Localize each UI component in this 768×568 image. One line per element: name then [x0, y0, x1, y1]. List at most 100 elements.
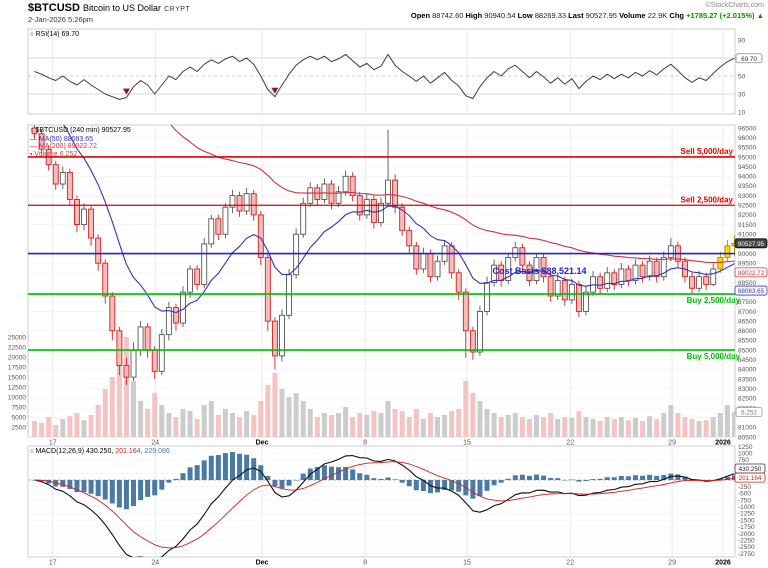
macd-signal-line	[34, 461, 735, 549]
symbol-name: Bitcoin to US Dollar	[83, 3, 162, 13]
svg-text:-1500: -1500	[738, 517, 755, 524]
svg-text:94500: 94500	[738, 164, 756, 171]
last-label: Last	[568, 11, 584, 20]
svg-text:84000: 84000	[738, 367, 756, 374]
volume-legend: ▪ Volume 6,252	[30, 150, 78, 158]
svg-text:Sell 2,500/day: Sell 2,500/day	[681, 195, 734, 204]
low-label: Low	[517, 11, 533, 20]
svg-text:29: 29	[668, 440, 676, 447]
svg-text:Buy 2,500/day: Buy 2,500/day	[687, 296, 741, 305]
svg-text:22: 22	[566, 560, 574, 567]
svg-text:7500: 7500	[12, 404, 27, 411]
svg-text:80500: 80500	[738, 434, 756, 441]
svg-text:90000: 90000	[738, 251, 756, 258]
svg-text:8: 8	[363, 440, 367, 447]
svg-text:15000: 15000	[8, 374, 26, 381]
svg-text:90527.95: 90527.95	[738, 241, 765, 248]
svg-text:6,252: 6,252	[741, 410, 757, 417]
svg-text:-250: -250	[738, 484, 751, 491]
svg-text:-1750: -1750	[738, 524, 755, 531]
svg-text:-2000: -2000	[738, 531, 755, 538]
axis-value-pills: 69.70 90527.95 89022.72 88083.65 6,252 430.25…	[734, 53, 768, 483]
macd-histogram	[32, 451, 735, 510]
svg-text:10000: 10000	[8, 394, 26, 401]
svg-text:91500: 91500	[738, 222, 756, 229]
svg-text:69.70: 69.70	[741, 56, 757, 63]
rsi-sell-markers	[122, 87, 279, 95]
main-legend-title: ≡ $BTCUSD (240 min) 90527.95	[30, 127, 131, 134]
svg-text:1000: 1000	[738, 451, 753, 458]
stockcharts-credit: ©StockCharts.com	[705, 2, 764, 9]
svg-text:Dec: Dec	[256, 560, 269, 567]
exchange-label: CRYPT	[164, 6, 191, 13]
symbol-label: $BTCUSD	[28, 2, 80, 14]
svg-text:90: 90	[738, 37, 746, 44]
svg-text:Cost Basis $88,521.14: Cost Basis $88,521.14	[492, 266, 586, 276]
svg-text:95500: 95500	[738, 145, 756, 152]
svg-text:83500: 83500	[738, 376, 756, 383]
chart-datetime: 2-Jan-2026 5:26pm	[28, 15, 94, 24]
svg-text:89022.72: 89022.72	[738, 270, 765, 277]
high-value: 90940.54	[484, 11, 516, 20]
svg-text:93500: 93500	[738, 183, 756, 190]
chart-title: $BTCUSD Bitcoin to US Dollar CRYPT	[28, 2, 190, 14]
macd-signal-value: 201.164,	[113, 448, 143, 455]
svg-text:83000: 83000	[738, 386, 756, 393]
rsi-legend: ≡ RSI(14) 69.70	[30, 31, 79, 40]
ma50-legend: — MA(50) 88083.65	[30, 135, 94, 143]
svg-text:1250: 1250	[738, 444, 753, 451]
svg-text:87000: 87000	[738, 309, 756, 316]
high-label: High	[465, 11, 483, 20]
quote-summary: Open 88742.60 High 90940.54 Low 88269.33…	[411, 11, 764, 20]
svg-text:88500: 88500	[738, 280, 756, 287]
svg-text:94000: 94000	[738, 174, 756, 181]
svg-text:84500: 84500	[738, 357, 756, 364]
svg-text:96500: 96500	[738, 125, 756, 132]
svg-text:2026: 2026	[715, 440, 731, 447]
svg-text:96000: 96000	[738, 135, 756, 142]
ma200-line	[170, 125, 735, 264]
svg-text:-500: -500	[738, 491, 751, 498]
svg-text:92000: 92000	[738, 212, 756, 219]
chg-label: Chg	[669, 11, 684, 20]
svg-text:430.250: 430.250	[739, 466, 762, 473]
candlestick-series	[31, 125, 735, 385]
svg-text:86500: 86500	[738, 318, 756, 325]
macd-line	[34, 455, 735, 557]
svg-text:8: 8	[363, 560, 367, 567]
svg-text:91000: 91000	[738, 232, 756, 239]
svg-text:88083.65: 88083.65	[738, 288, 765, 295]
macd-line-value: MACD(12,26,9) 430.250,	[35, 448, 114, 455]
svg-text:24: 24	[151, 560, 159, 567]
svg-text:85000: 85000	[738, 347, 756, 354]
svg-text:30: 30	[738, 91, 746, 98]
svg-text:Sell 5,000/day: Sell 5,000/day	[681, 147, 734, 156]
svg-text:81000: 81000	[738, 425, 756, 432]
svg-text:Dec: Dec	[256, 440, 269, 447]
low-value: 88269.33	[534, 11, 567, 20]
svg-text:-2750: -2750	[738, 551, 755, 558]
svg-text:2500: 2500	[12, 424, 27, 431]
legend-icon: ≡	[30, 449, 34, 455]
svg-text:22: 22	[566, 440, 574, 447]
svg-text:-1000: -1000	[738, 504, 755, 511]
svg-text:86000: 86000	[738, 328, 756, 335]
svg-text:5000: 5000	[12, 414, 27, 421]
svg-text:750: 750	[738, 457, 749, 464]
svg-text:15: 15	[463, 560, 471, 567]
svg-text:17500: 17500	[8, 364, 26, 371]
main-legend: ≡ $BTCUSD (240 min) 90527.95 — MA(50) 88…	[30, 127, 131, 158]
macd-legend: ≡ MACD(12,26,9) 430.250, 201.164, 229.08…	[30, 448, 170, 457]
open-value: 88742.60	[432, 11, 464, 20]
svg-text:-750: -750	[738, 497, 751, 504]
axis-labels: 96500 96000 95500 95000 94500 94000 93500 93000…	[8, 37, 757, 566]
svg-text:89500: 89500	[738, 260, 756, 267]
volume-value: 22.9K	[647, 11, 668, 20]
svg-text:85500: 85500	[738, 338, 756, 345]
svg-text:12500: 12500	[8, 384, 26, 391]
svg-text:201.164: 201.164	[739, 475, 762, 482]
svg-text:50: 50	[738, 73, 746, 80]
svg-text:20000: 20000	[8, 354, 26, 361]
volume-label: Volume	[619, 11, 646, 20]
